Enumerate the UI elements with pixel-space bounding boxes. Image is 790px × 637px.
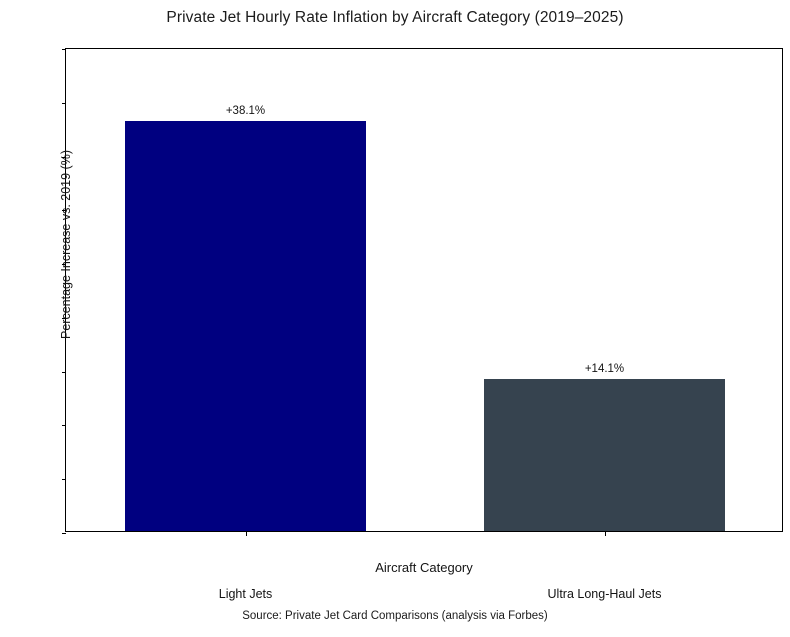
y-axis-tick [61, 533, 66, 534]
y-axis-tick [61, 210, 66, 212]
x-axis-tick-label: Light Jets [218, 587, 273, 601]
bar[interactable] [483, 379, 726, 531]
bar-value-label: +14.1% [584, 363, 625, 376]
x-axis-tick-label: Ultra Long-Haul Jets [547, 587, 662, 601]
bar[interactable] [124, 121, 367, 531]
plot-area: Percentage Increase vs. 2019 (%) 0510152… [59, 48, 783, 601]
bars-layer: +38.1% +14.1% [66, 49, 782, 531]
chart-title: Private Jet Hourly Rate Inflation by Air… [166, 9, 624, 26]
y-axis-tick [61, 371, 66, 373]
x-axis-title: Aircraft Category [375, 560, 473, 575]
y-axis-tick [61, 479, 66, 481]
x-axis-tick [245, 531, 247, 536]
bar-value-label: +38.1% [225, 105, 266, 118]
y-axis-tick [61, 264, 66, 266]
y-axis-tick [61, 102, 66, 104]
y-axis-tick [61, 49, 66, 50]
y-axis-tick [61, 317, 66, 319]
y-axis-tick [61, 425, 66, 427]
y-axis-tick [61, 156, 66, 158]
x-axis-tick [604, 531, 606, 536]
source-note: Source: Private Jet Card Comparisons (an… [242, 610, 548, 622]
